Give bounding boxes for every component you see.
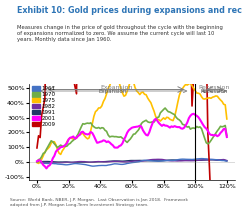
1961	[80, 163, 83, 165]
2001	[192, 112, 195, 115]
1991	[54, 161, 57, 163]
1970	[225, 134, 228, 137]
1961	[225, 160, 228, 162]
2001	[118, 145, 121, 147]
Text: Source: World Bank, NBER, J.P. Morgan.  Last Observation is Jan 2018.  Framework: Source: World Bank, NBER, J.P. Morgan. L…	[10, 198, 188, 207]
2009	[54, 6, 57, 8]
Text: Recession: Recession	[198, 84, 230, 89]
1961	[36, 161, 38, 163]
Line: 1961: 1961	[37, 159, 227, 166]
Text: Expansion: Expansion	[99, 89, 127, 94]
1991	[156, 160, 159, 162]
1991	[216, 159, 219, 161]
1961	[118, 163, 121, 166]
1970	[154, 119, 157, 121]
1982	[58, 161, 60, 164]
1975	[37, 162, 40, 165]
1975	[119, 88, 122, 90]
1975	[56, 149, 59, 151]
Line: 2001: 2001	[37, 114, 227, 168]
2001	[36, 160, 38, 162]
Line: 1975: 1975	[37, 73, 227, 163]
1961	[200, 157, 203, 160]
1982	[225, 159, 228, 162]
Line: 1991: 1991	[37, 160, 227, 162]
1975	[167, 116, 170, 119]
2001	[216, 135, 219, 138]
2009	[36, 147, 38, 149]
1975	[81, 132, 84, 135]
Text: Measures change in the price of gold throughout the cycle with the beginning
of : Measures change in the price of gold thr…	[17, 25, 223, 42]
1961	[91, 165, 94, 167]
1970	[164, 107, 166, 109]
1982	[54, 161, 57, 164]
1975	[115, 71, 118, 74]
1982	[118, 160, 121, 163]
Text: Recession: Recession	[200, 89, 228, 94]
1982	[157, 158, 160, 161]
1982	[36, 161, 38, 163]
1970	[80, 126, 83, 128]
1991	[36, 161, 38, 163]
2001	[81, 130, 84, 133]
2001	[45, 167, 48, 170]
1961	[165, 159, 168, 162]
1991	[118, 160, 121, 162]
1982	[216, 159, 219, 161]
1982	[81, 160, 84, 163]
Line: 2009: 2009	[37, 0, 227, 209]
1991	[165, 159, 168, 162]
1970	[116, 136, 119, 138]
1970	[36, 161, 38, 163]
1975	[36, 161, 38, 164]
1975	[216, 95, 219, 97]
1961	[156, 160, 159, 162]
1982	[167, 159, 170, 162]
1970	[165, 109, 168, 111]
2001	[225, 136, 228, 138]
Line: 1970: 1970	[37, 108, 227, 162]
Text: Expansion: Expansion	[100, 84, 132, 89]
1991	[81, 161, 84, 163]
1975	[225, 118, 228, 120]
1975	[157, 119, 160, 121]
1970	[214, 132, 217, 134]
1961	[216, 158, 219, 161]
2001	[56, 149, 59, 151]
1991	[225, 160, 228, 162]
1982	[156, 158, 159, 161]
1991	[211, 158, 214, 161]
1991	[72, 161, 75, 164]
Text: Exhibit 10: Gold prices during expansions and recessions: Exhibit 10: Gold prices during expansion…	[17, 6, 242, 15]
Legend: 1961, 1970, 1975, 1982, 1991, 2001, 2009: 1961, 1970, 1975, 1982, 1991, 2001, 2009	[32, 86, 56, 127]
2001	[156, 119, 159, 122]
Line: 1982: 1982	[37, 159, 227, 163]
1970	[54, 144, 57, 147]
1961	[54, 162, 57, 165]
2001	[165, 124, 168, 127]
